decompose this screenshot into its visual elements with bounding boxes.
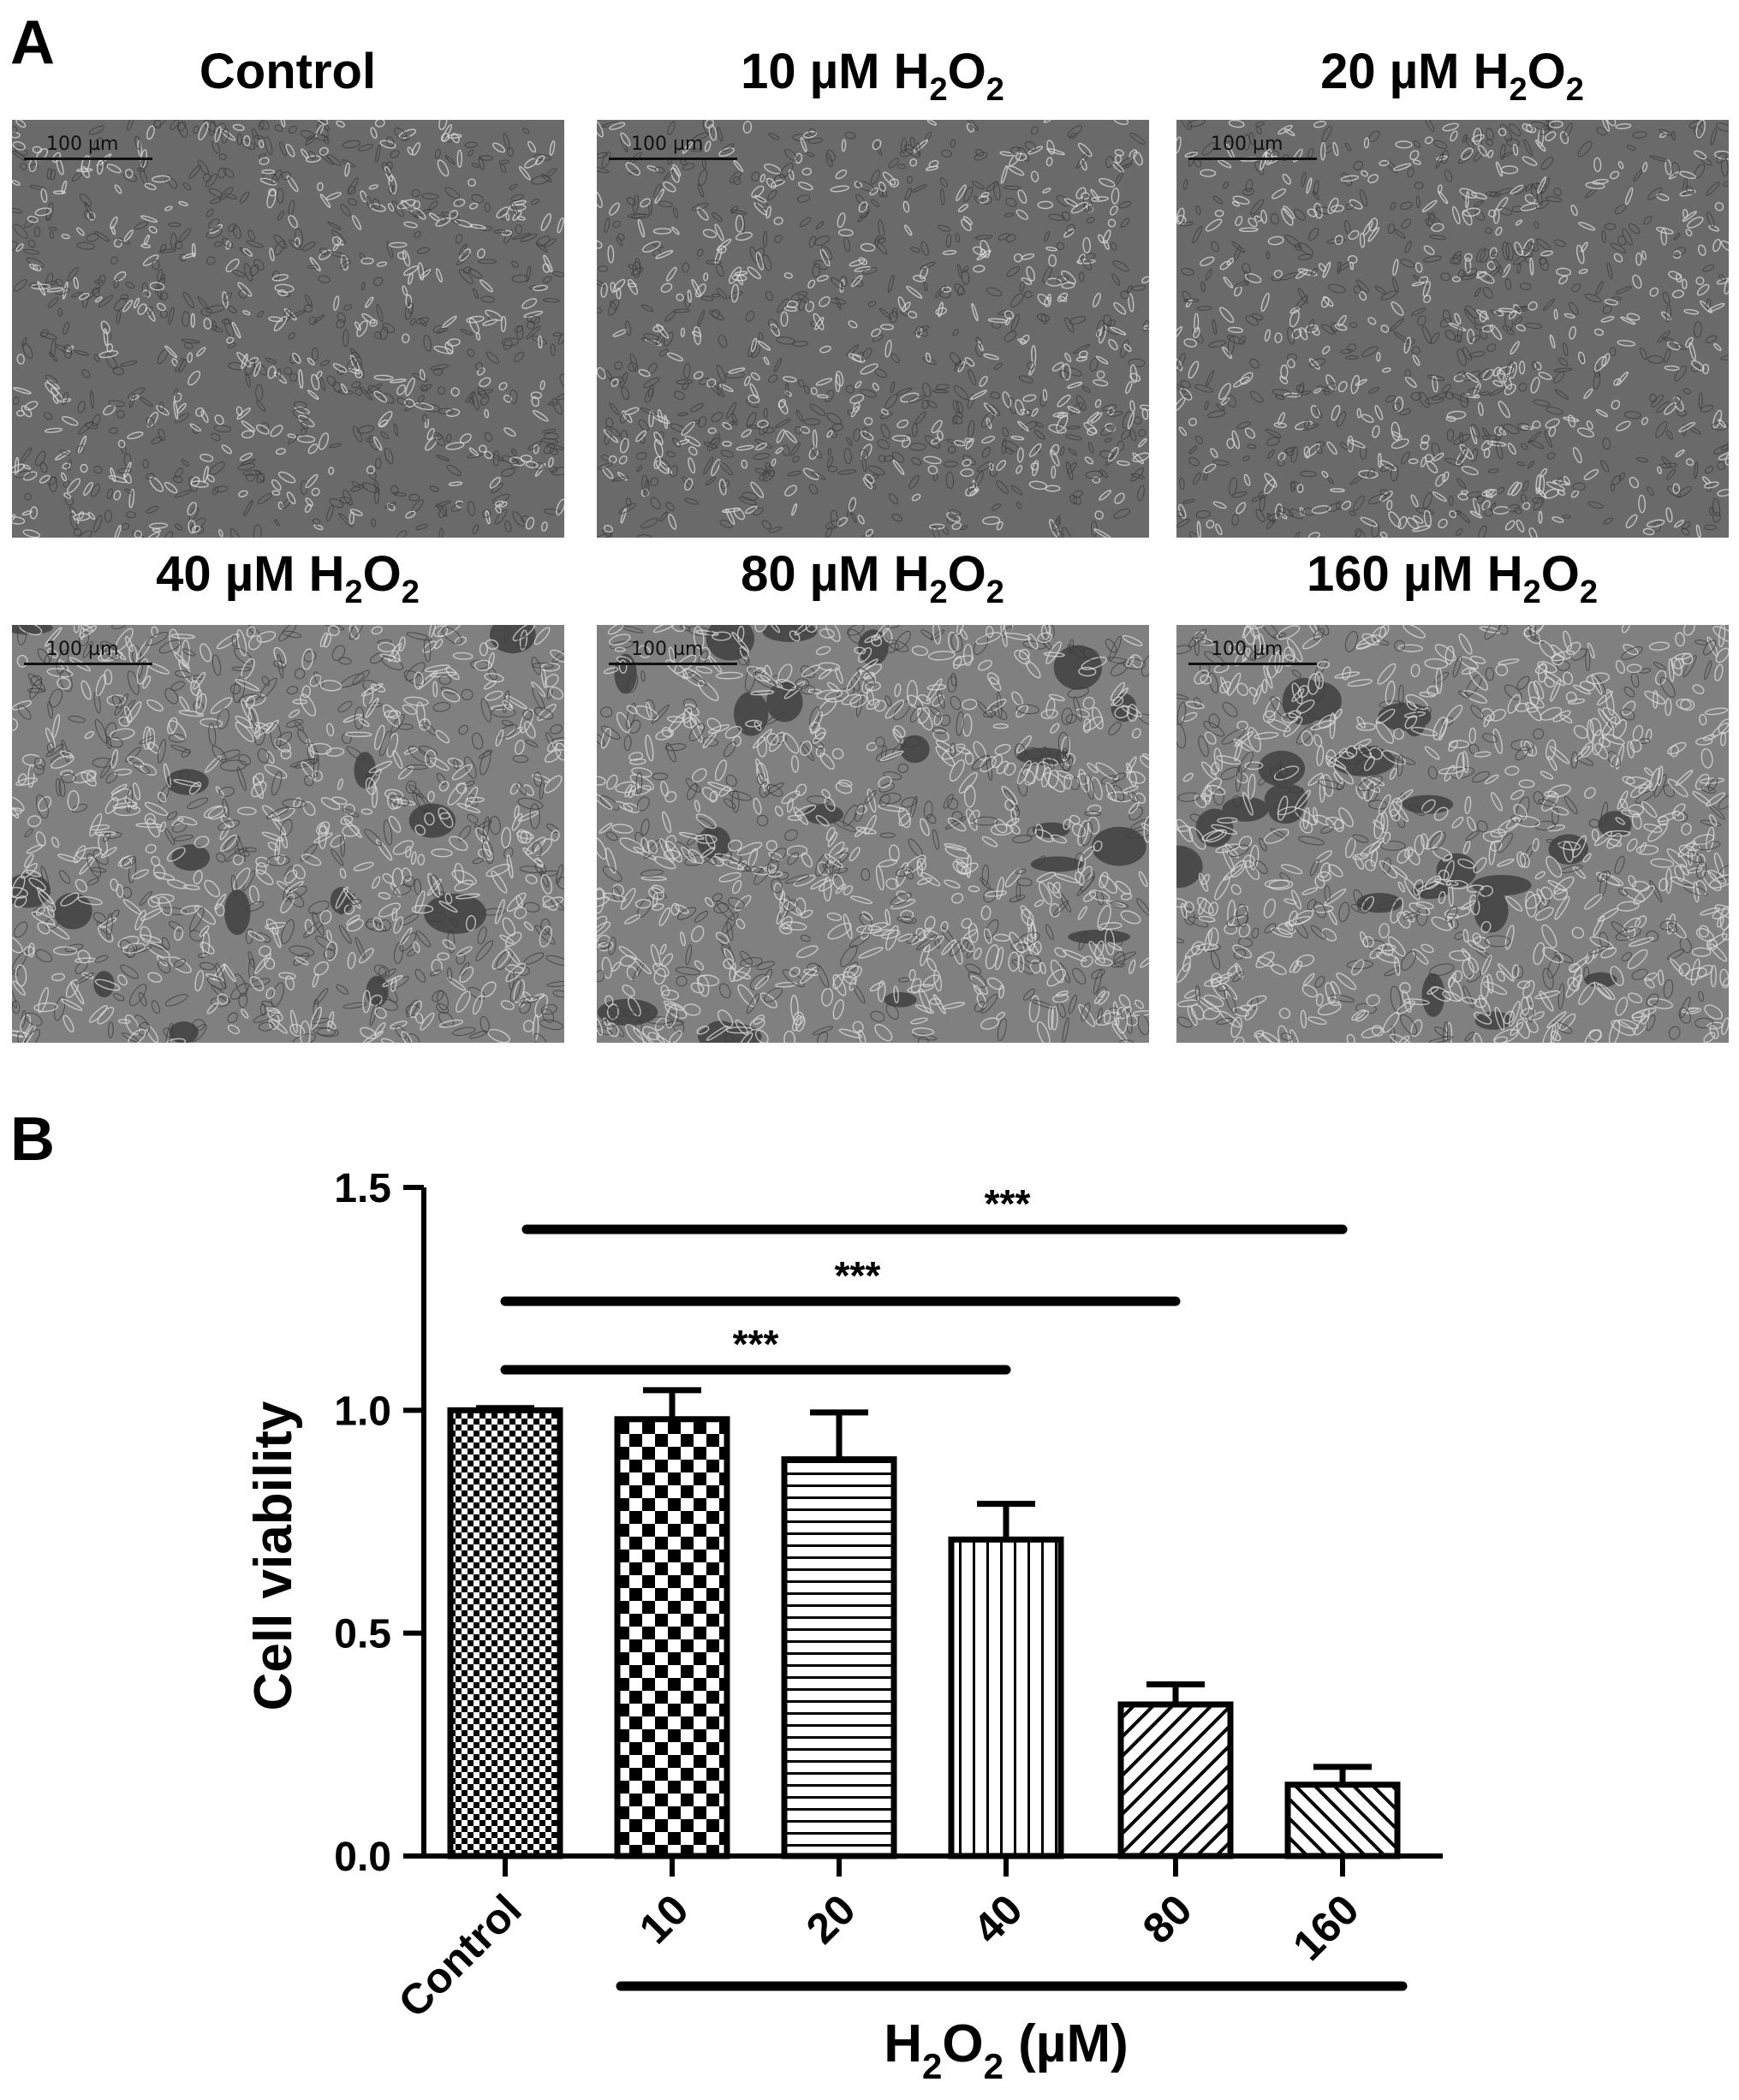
y-axis-title: Cell viability [244, 1401, 303, 1710]
bar [614, 1416, 730, 1859]
subscript: 2 [1579, 574, 1599, 610]
micrograph-title-text: 160 µM H [1306, 546, 1523, 602]
x-tick-label: 10 [630, 1885, 698, 1953]
subscript: 2 [344, 574, 363, 610]
y-tick-label: 1.5 [334, 1166, 391, 1211]
scale-bar-label: 100 µm [1211, 134, 1283, 155]
x-axis-title-subscript: 2 [984, 2046, 1003, 2086]
significance-label: *** [733, 1322, 779, 1366]
micrograph-image: 100 µm [1176, 120, 1729, 538]
x-tick-label: 160 [1283, 1885, 1368, 1970]
scale-bar-label: 100 µm [46, 134, 119, 155]
subscript: 2 [1522, 574, 1541, 610]
x-tick-label: 20 [797, 1885, 865, 1953]
scale-bar-line [1188, 663, 1317, 665]
y-tick-label: 1.0 [334, 1389, 391, 1434]
cell-texture [597, 625, 1149, 1043]
bar [447, 1407, 563, 1859]
scale-bar-label: 100 µm [1211, 639, 1283, 660]
cell-texture [597, 120, 1149, 538]
bar [1284, 1782, 1401, 1859]
micrograph-image: 100 µm [597, 120, 1149, 538]
scale-bar-line [609, 158, 737, 160]
micrograph-title: Control [5, 47, 570, 97]
x-axis-title-part: H [884, 2014, 922, 2073]
micrograph-title-text: Control [199, 44, 377, 99]
x-axis-title-part: (µM) [1003, 2014, 1129, 2073]
cell-texture [1176, 120, 1729, 538]
title-oxygen: O [947, 44, 986, 99]
subscript: 2 [929, 574, 948, 610]
subscript: 2 [1509, 72, 1528, 108]
micrograph-title-text: 40 µM H [156, 546, 345, 602]
scale-bar-line [24, 158, 152, 160]
scale-bar-label: 100 µm [631, 134, 704, 155]
significance-label: *** [835, 1253, 881, 1298]
title-oxygen: O [1540, 546, 1580, 602]
micrograph-title: 40 µM H2O2 [5, 550, 570, 610]
x-tick-label: Control [390, 1885, 531, 2026]
micrograph-title: 80 µM H2O2 [590, 550, 1155, 610]
title-oxygen: O [1527, 44, 1566, 99]
micrograph-title: 160 µM H2O2 [1170, 550, 1735, 610]
micrograph-image: 100 µm [12, 625, 564, 1043]
micrograph-title: 20 µM H2O2 [1170, 44, 1735, 107]
cell-viability-bar-chart: 0.0 0.5 1.0 1.5 Cell viability Control 10 20 40 8… [244, 1166, 1443, 2086]
title-oxygen: O [947, 546, 986, 602]
x-axis-title: H2O2 (µM) [884, 2014, 1129, 2086]
x-axis-title-part: O [942, 2014, 983, 2073]
subscript: 2 [929, 72, 948, 108]
subscript: 2 [986, 574, 1004, 610]
x-axis-title-subscript: 2 [922, 2046, 942, 2086]
micrograph-title-text: 20 µM H [1320, 44, 1510, 99]
micrograph-title: 10 µM H2O2 [590, 44, 1155, 107]
micrograph-image: 100 µm [12, 120, 564, 538]
bar [948, 1536, 1064, 1859]
cell-texture [1176, 625, 1729, 1043]
subscript: 2 [986, 72, 1004, 108]
cell-texture [12, 625, 564, 1043]
x-tick-label: 40 [964, 1885, 1032, 1953]
scale-bar-label: 100 µm [46, 639, 119, 660]
title-oxygen: O [362, 546, 402, 602]
significance-label: *** [985, 1181, 1031, 1226]
cell-texture [12, 120, 564, 538]
scale-bar-line [1188, 158, 1317, 160]
scale-bar-label: 100 µm [631, 639, 704, 660]
micrograph-title-text: 80 µM H [741, 546, 930, 602]
bar [781, 1456, 897, 1859]
subscript: 2 [401, 574, 420, 610]
subscript: 2 [1565, 72, 1584, 108]
panel-b-label: B [10, 1105, 55, 1174]
scale-bar-line [609, 663, 737, 665]
y-tick-label: 0.5 [334, 1612, 391, 1657]
scale-bar-line [24, 663, 152, 665]
micrograph-image: 100 µm [1176, 625, 1729, 1043]
y-tick-label: 0.0 [334, 1835, 391, 1880]
panel-a-label: A [10, 9, 55, 77]
micrograph-title-text: 10 µM H [741, 44, 930, 99]
bar [1117, 1701, 1234, 1859]
x-tick-label: 80 [1134, 1885, 1201, 1953]
micrograph-image: 100 µm [597, 625, 1149, 1043]
